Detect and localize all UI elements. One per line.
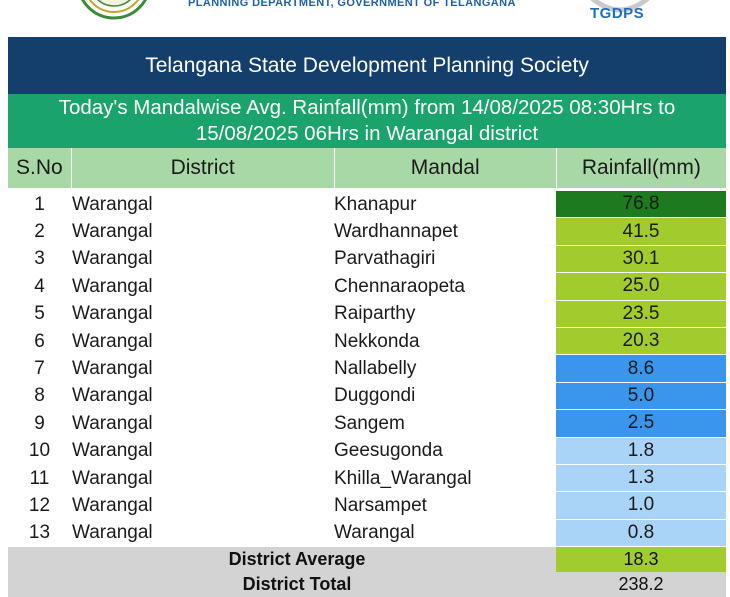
cell-mandal: Parvathagiri [334, 248, 436, 270]
cell-district: Warangal [72, 275, 153, 297]
cell-rainfall: 30.1 [556, 245, 726, 274]
cell-sno: 4 [34, 275, 45, 297]
cell-rainfall: 8.6 [556, 355, 726, 383]
cell-mandal: Nallabelly [334, 358, 417, 380]
table-row: 13 Warangal Warangal 0.8 [8, 519, 726, 548]
district-average-row: District Average 18.3 [8, 547, 726, 573]
table-row: 5 Warangal Raiparthy 23.5 [8, 300, 726, 328]
report-subtitle: Today's Mandalwise Avg. Rainfall(mm) fro… [8, 94, 726, 148]
column-header-mandal: Mandal [335, 148, 557, 188]
report-subtitle-line1: Today's Mandalwise Avg. Rainfall(mm) fro… [58, 96, 676, 119]
cell-sno: 11 [29, 467, 50, 489]
rainfall-report-table: Telangana State Development Planning Soc… [8, 37, 726, 597]
cell-sno: 5 [34, 303, 45, 325]
cell-rainfall: 0.8 [556, 519, 726, 548]
cell-mandal: Geesugonda [334, 440, 443, 462]
table-row: 6 Warangal Nekkonda 20.3 [8, 327, 726, 356]
cell-mandal: Chennaraopeta [334, 275, 465, 297]
column-header-district: District [72, 148, 335, 188]
cell-mandal: Khilla_Warangal [334, 467, 472, 489]
cell-district: Warangal [72, 412, 153, 434]
cell-rainfall: 25.0 [556, 273, 726, 301]
cell-district: Warangal [72, 193, 153, 215]
government-emblem-logo [81, 0, 147, 20]
cell-rainfall: 5.0 [556, 382, 726, 411]
cell-sno: 9 [34, 412, 45, 434]
cell-rainfall: 2.5 [556, 410, 726, 438]
tgdps-logo-arc [590, 0, 650, 13]
cell-mandal: Wardhannapet [334, 221, 458, 243]
cell-district: Warangal [72, 330, 153, 352]
cell-sno: 2 [34, 221, 45, 243]
cell-mandal: Khanapur [334, 193, 417, 215]
cell-mandal: Nekkonda [334, 330, 420, 352]
cell-mandal: Narsampet [334, 494, 427, 516]
cell-rainfall: 1.0 [556, 492, 726, 520]
district-average-value: 18.3 [556, 547, 726, 573]
cell-sno: 13 [28, 522, 51, 544]
cell-sno: 6 [34, 330, 45, 352]
column-header-sno: S.No [8, 148, 72, 188]
cell-rainfall: 76.8 [556, 191, 726, 219]
table-row: 3 Warangal Parvathagiri 30.1 [8, 245, 726, 274]
cell-sno: 8 [34, 385, 45, 407]
cell-sno: 1 [34, 193, 45, 215]
cell-rainfall: 1.3 [556, 464, 726, 493]
cell-district: Warangal [72, 440, 153, 462]
cell-district: Warangal [72, 494, 153, 516]
district-total-row: District Total 238.2 [8, 572, 726, 597]
table-row: 10 Warangal Geesugonda 1.8 [8, 437, 726, 465]
table-row: 4 Warangal Chennaraopeta 25.0 [8, 273, 726, 301]
table-header-row: S.No District Mandal Rainfall(mm) [8, 148, 726, 188]
table-row: 11 Warangal Khilla_Warangal 1.3 [8, 464, 726, 493]
cell-mandal: Sangem [334, 412, 405, 434]
cell-mandal: Warangal [334, 522, 415, 544]
cell-rainfall: 1.8 [556, 437, 726, 465]
cell-district: Warangal [72, 467, 153, 489]
tgdps-brand: TGDPS [590, 5, 645, 22]
cell-mandal: Duggondi [334, 385, 416, 407]
cell-district: Warangal [72, 303, 153, 325]
district-total-value: 238.2 [618, 574, 664, 595]
cell-rainfall: 23.5 [556, 300, 726, 328]
table-row: 8 Warangal Duggondi 5.0 [8, 382, 726, 411]
cell-district: Warangal [72, 221, 153, 243]
column-header-rainfall: Rainfall(mm) [581, 156, 701, 179]
cell-rainfall: 20.3 [556, 327, 726, 356]
district-average-label: District Average [228, 549, 366, 570]
table-row: 12 Warangal Narsampet 1.0 [8, 492, 726, 520]
cell-district: Warangal [72, 248, 153, 270]
table-row: 1 Warangal Khanapur 76.8 [8, 191, 726, 219]
cell-sno: 7 [34, 358, 45, 380]
page-header: PLANNING DEPARTMENT, GOVERNMENT OF TELAN… [0, 0, 730, 36]
report-title: Telangana State Development Planning Soc… [8, 37, 726, 94]
cell-district: Warangal [72, 358, 153, 380]
cell-sno: 10 [28, 440, 51, 462]
cell-district: Warangal [72, 385, 153, 407]
cell-mandal: Raiparthy [334, 303, 416, 325]
cell-sno: 12 [28, 494, 51, 516]
district-total-label: District Total [242, 574, 352, 595]
cell-district: Warangal [72, 522, 153, 544]
table-body: 1 Warangal Khanapur 76.8 2 Warangal Ward… [8, 188, 726, 548]
report-subtitle-line2: 15/08/2025 06Hrs in Warangal district [195, 122, 539, 145]
table-row: 2 Warangal Wardhannapet 41.5 [8, 218, 726, 246]
cell-rainfall: 41.5 [556, 218, 726, 246]
table-row: 9 Warangal Sangem 2.5 [8, 410, 726, 438]
department-name: PLANNING DEPARTMENT, GOVERNMENT OF TELAN… [188, 0, 516, 9]
cell-sno: 3 [34, 248, 45, 270]
table-row: 7 Warangal Nallabelly 8.6 [8, 355, 726, 383]
